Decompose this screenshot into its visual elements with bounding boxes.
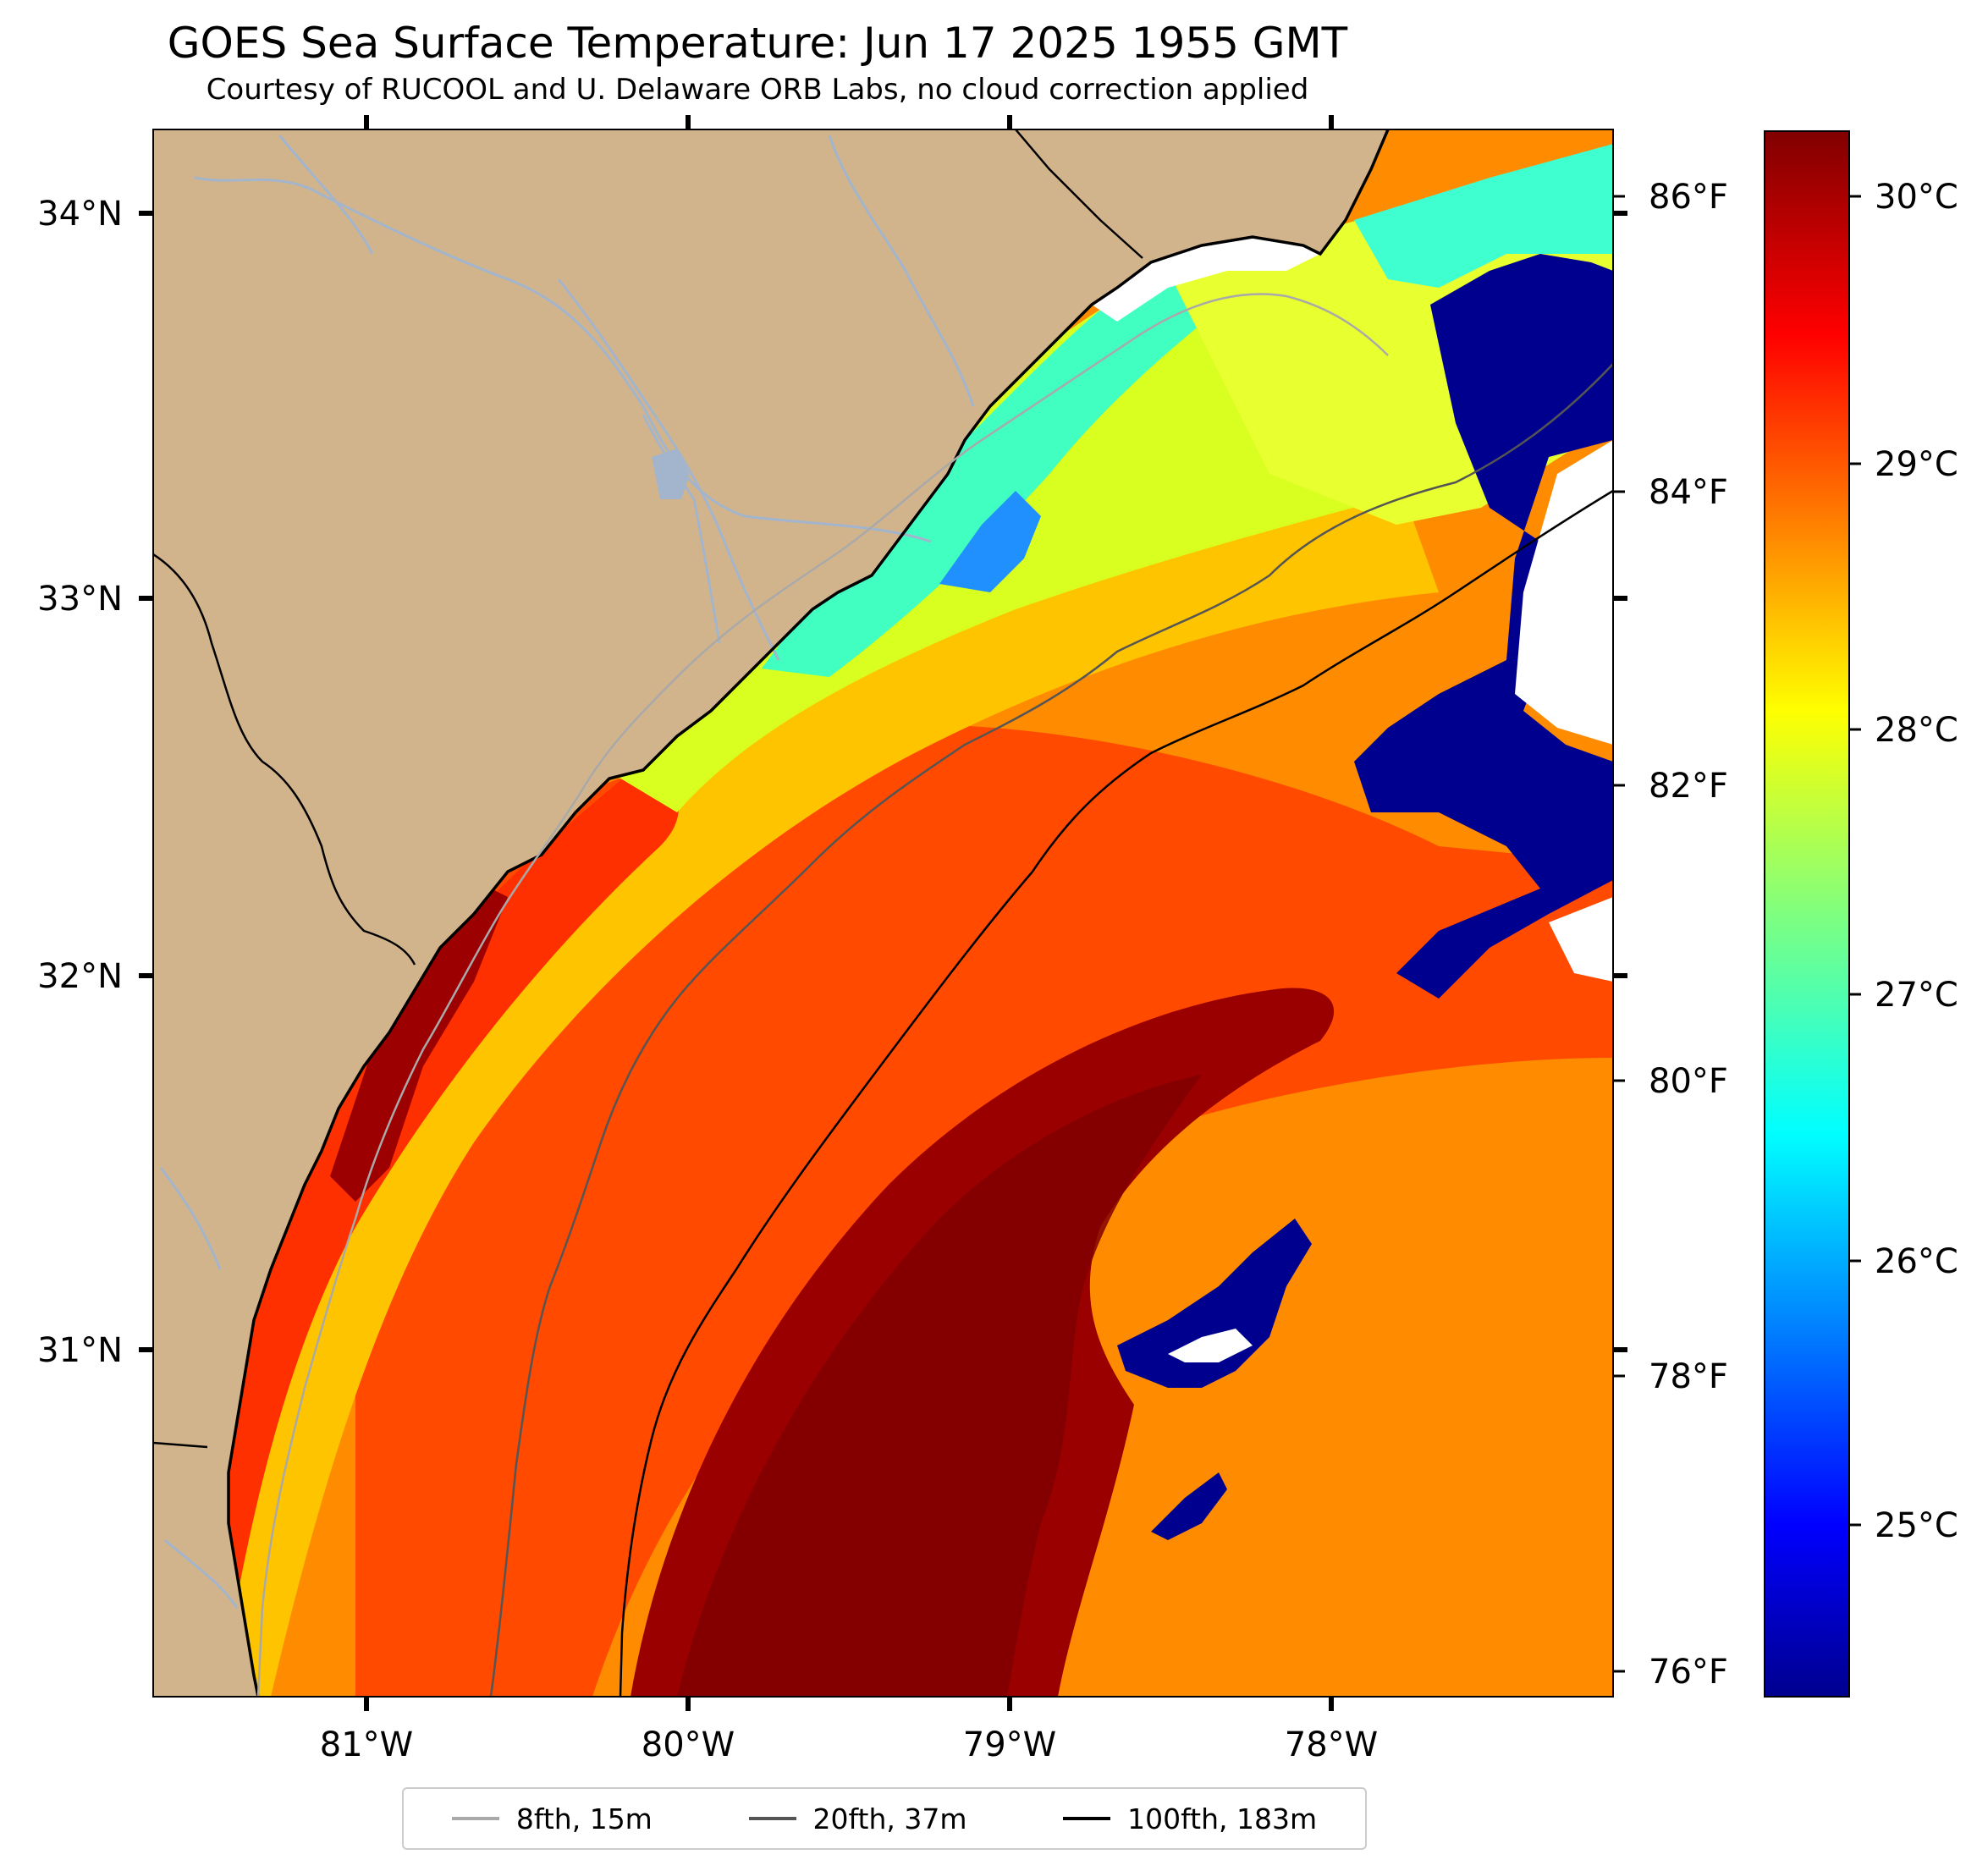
map-frame	[152, 129, 1614, 1698]
lon-tick-label: 80°W	[642, 1725, 735, 1764]
legend-item-100fth: 100fth, 183m	[1063, 1802, 1317, 1835]
cold-eddy-1	[1117, 1219, 1312, 1388]
coastal-cyan	[762, 271, 1269, 677]
lat-tick-label: 31°N	[37, 1331, 123, 1370]
no-data-east-2	[1549, 897, 1613, 982]
cold-eddy-2	[1151, 1472, 1227, 1540]
state-boundaries	[153, 129, 1143, 1449]
lat-tick-label: 32°N	[37, 957, 123, 996]
isobath-8fth	[256, 293, 1389, 1697]
warm-band	[355, 724, 1613, 1697]
fahrenheit-tick-label: 82°F	[1649, 767, 1728, 806]
legend-label: 20fth, 37m	[812, 1802, 967, 1835]
ne-cold-pool	[1354, 254, 1613, 999]
fahrenheit-tick-label: 76°F	[1649, 1653, 1728, 1692]
right-lat-ticks	[1613, 211, 1627, 1352]
land	[153, 129, 1388, 1697]
lat-tick-label: 34°N	[37, 195, 123, 234]
nearshore-dark-red	[330, 880, 508, 1202]
isobath-legend: 8fth, 15m 20fth, 37m 100fth, 183m	[402, 1787, 1367, 1850]
coastal-gap	[1092, 237, 1320, 322]
right-f-ticks	[1613, 195, 1625, 1673]
fahrenheit-tick-label: 80°F	[1649, 1062, 1728, 1101]
top-ticks	[364, 115, 1334, 129]
colorbar	[1764, 130, 1850, 1698]
map-subtitle: Courtesy of RUCOOL and U. Delaware ORB L…	[206, 73, 1309, 107]
legend-line	[748, 1817, 796, 1820]
colorbar-tick-label: 27°C	[1875, 976, 1958, 1015]
colorbar-ticks	[1849, 195, 1861, 1527]
map-title: GOES Sea Surface Temperature: Jun 17 202…	[167, 19, 1348, 68]
colorbar-tick-label: 28°C	[1875, 711, 1958, 750]
coastline	[227, 129, 1390, 1697]
lat-tick-label: 33°N	[37, 580, 123, 619]
lon-tick-label: 81°W	[320, 1725, 413, 1764]
ne-cyan	[1354, 144, 1613, 288]
no-data-east-1	[1515, 440, 1613, 745]
rivers	[159, 135, 975, 1609]
colorbar-tick-label: 29°C	[1875, 445, 1958, 484]
legend-line	[451, 1817, 499, 1820]
isobath-20fth	[489, 363, 1613, 1697]
fahrenheit-tick-label: 78°F	[1649, 1357, 1728, 1396]
fahrenheit-tick-label: 86°F	[1649, 178, 1728, 217]
fahrenheit-tick-label: 84°F	[1649, 473, 1728, 512]
map-panel	[153, 129, 1613, 1697]
left-ticks	[139, 211, 153, 1352]
lon-tick-label: 78°W	[1285, 1725, 1378, 1764]
gulf-stream-inner	[677, 1075, 1202, 1697]
legend-label: 8fth, 15m	[515, 1802, 653, 1835]
bottom-ticks	[364, 1697, 1334, 1711]
colorbar-tick-label: 26°C	[1875, 1242, 1958, 1281]
colorbar-tick-label: 30°C	[1875, 178, 1958, 217]
lake	[652, 448, 690, 499]
colorbar-tick-label: 25°C	[1875, 1506, 1958, 1545]
lon-tick-label: 79°W	[963, 1725, 1056, 1764]
coastal-blue-patch	[939, 491, 1041, 592]
legend-item-20fth: 20fth, 37m	[748, 1802, 967, 1835]
legend-item-8fth: 8fth, 15m	[451, 1802, 653, 1835]
no-data-eddy	[1168, 1329, 1253, 1362]
legend-label: 100fth, 183m	[1127, 1802, 1318, 1835]
isobath-100fth	[619, 489, 1613, 1697]
legend-line	[1063, 1817, 1111, 1820]
